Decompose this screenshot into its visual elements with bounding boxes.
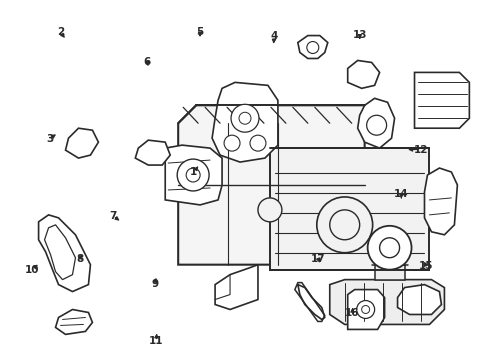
Circle shape [357,301,375,319]
Text: 1: 1 [190,167,197,177]
Polygon shape [295,283,325,321]
Polygon shape [348,60,380,88]
Text: 10: 10 [25,265,40,275]
Polygon shape [415,72,469,128]
Text: 7: 7 [109,211,117,221]
Polygon shape [358,98,394,148]
Polygon shape [330,280,444,324]
Circle shape [258,198,282,222]
Polygon shape [375,265,405,280]
Circle shape [250,135,266,151]
Polygon shape [45,225,75,280]
Text: 2: 2 [57,27,64,37]
Circle shape [368,226,412,270]
Circle shape [239,112,251,124]
Circle shape [224,135,240,151]
Circle shape [177,159,209,191]
Polygon shape [55,310,93,334]
Text: 13: 13 [353,30,367,40]
Polygon shape [348,289,385,329]
Polygon shape [39,215,91,292]
Text: 9: 9 [151,279,158,289]
Text: 4: 4 [270,31,278,41]
Circle shape [380,238,399,258]
Polygon shape [212,82,278,162]
Polygon shape [424,168,457,235]
Text: 11: 11 [149,336,163,346]
Circle shape [186,168,200,182]
Text: 16: 16 [345,308,360,318]
Polygon shape [135,140,170,165]
Circle shape [317,197,372,253]
Polygon shape [270,148,429,270]
Text: 6: 6 [144,57,151,67]
Circle shape [367,115,387,135]
Polygon shape [178,105,365,265]
Polygon shape [298,36,328,58]
Circle shape [231,104,259,132]
Polygon shape [66,128,98,158]
Circle shape [307,41,319,54]
Circle shape [330,210,360,240]
Text: 3: 3 [46,134,53,144]
Text: 15: 15 [418,261,433,271]
Circle shape [362,306,369,314]
Text: 14: 14 [394,189,409,199]
Text: 12: 12 [414,144,428,154]
Polygon shape [215,265,258,310]
Polygon shape [397,285,441,315]
Text: 8: 8 [76,254,83,264]
Text: 5: 5 [196,27,204,37]
Polygon shape [165,145,222,205]
Text: 17: 17 [311,254,325,264]
